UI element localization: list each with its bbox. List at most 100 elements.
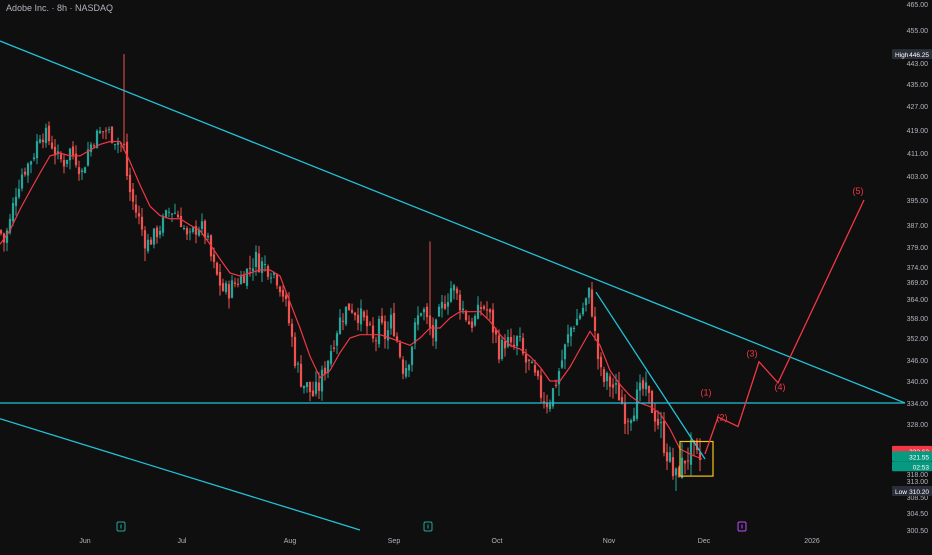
candle-body-171 [512,344,516,347]
candle-body-88 [263,264,267,266]
candle-body-50 [149,239,153,245]
candle-body-196 [587,287,591,298]
candle-body-29 [86,149,90,166]
price-tick-label-6: 411.00 [907,151,928,158]
candle-body-63 [188,231,192,233]
candle-body-28 [83,167,87,174]
candle-body-147 [440,302,444,309]
candle-body-35 [104,130,108,132]
candle-body-48 [143,230,147,249]
candle-body-132 [395,336,399,342]
event-marker-0 [116,521,126,532]
candles-layer [0,54,702,491]
candle-body-108 [323,367,327,374]
candle-body-22 [65,159,69,164]
candle-body-232 [695,440,699,451]
candle-body-26 [77,167,81,175]
candle-body-103 [308,381,312,393]
candle-body-52 [155,227,159,238]
wave-label-3: (3) [747,348,758,358]
trendline-0 [0,40,906,404]
candle-body-183 [548,403,552,410]
candle-body-111 [332,347,336,349]
candle-body-102 [305,382,309,388]
candle-body-46 [137,213,141,217]
candle-body-73 [218,271,222,286]
candle-body-220 [659,422,663,424]
candle-body-127 [380,315,384,323]
candle-body-95 [284,295,288,299]
candle-body-180 [539,375,543,398]
price-tick-label-3: 435.00 [907,82,929,89]
candle-body-192 [575,318,579,326]
candle-body-51 [152,228,156,245]
candle-body-72 [215,262,219,275]
candle-body-216 [647,385,651,393]
price-tick-label-10: 379.00 [907,245,929,252]
candle-body-49 [146,239,150,252]
price-tick-label-0: 465.00 [907,2,929,9]
candle-body-185 [554,384,558,387]
candle-body-2 [5,230,9,243]
highlight-box [679,440,714,477]
candle-body-189 [566,334,570,343]
time-tick-label-1: Jul [178,538,187,545]
candle-body-118 [353,312,357,316]
candle-body-162 [485,309,489,311]
candle-body-172 [515,336,519,347]
candle-body-151 [452,285,456,291]
event-marker-1 [423,521,433,532]
candle-body-175 [524,354,528,363]
candle-body-154 [461,308,465,311]
time-tick-label-6: Dec [698,538,711,545]
candle-body-96 [287,300,291,324]
candle-body-31 [92,145,96,147]
candle-body-36 [107,129,111,131]
time-tick-label-3: Sep [388,538,401,545]
price-tick-label-9: 387.00 [907,223,929,230]
candle-body-101 [302,385,306,389]
price-tick-label-7: 403.00 [907,174,929,181]
candle-body-54 [161,217,165,233]
candle-body-100 [299,363,303,387]
candle-body-47 [140,216,144,230]
price-tick-label-22: 308.50 [907,495,929,502]
candle-body-64 [191,227,195,232]
symbol-title: Adobe Inc. · 8h · NASDAQ [6,3,114,13]
candle-body-210 [629,420,633,424]
price-tick-label-23: 304.50 [907,511,929,518]
candle-body-140 [419,313,423,316]
price-badge-bg-2 [892,451,932,462]
time-tick-label-7: 2026 [804,538,820,545]
candle-body-82 [245,268,249,286]
candle-body-34 [101,131,105,133]
candle-body-18 [53,146,57,156]
candle-body-188 [563,344,567,360]
candle-body-24 [71,146,75,156]
candle-body-59 [176,214,180,218]
price-tick-label-11: 374.00 [907,265,929,272]
candle-body-86 [257,253,261,273]
candle-body-56 [167,211,171,213]
candle-body-42 [125,141,129,176]
candle-body-167 [500,339,504,359]
candle-body-206 [617,382,621,401]
candle-body-13 [38,139,42,143]
price-tick-label-1: 455.00 [907,28,929,35]
price-badge-value-2: 321.55 [909,454,929,461]
candle-body-106 [317,382,321,391]
candle-body-8 [23,171,27,175]
candle-body-77 [230,280,234,298]
candle-body-214 [641,380,645,389]
event-markers-layer [116,521,747,532]
candle-body-227 [680,457,684,479]
candle-body-115 [344,306,348,325]
candle-body-190 [569,327,573,337]
price-tick-label-2: 443.00 [907,61,929,68]
candle-body-201 [602,369,606,382]
candle-body-27 [80,170,84,173]
price-badge-bg-0 [892,49,932,60]
candle-body-129 [386,330,390,341]
